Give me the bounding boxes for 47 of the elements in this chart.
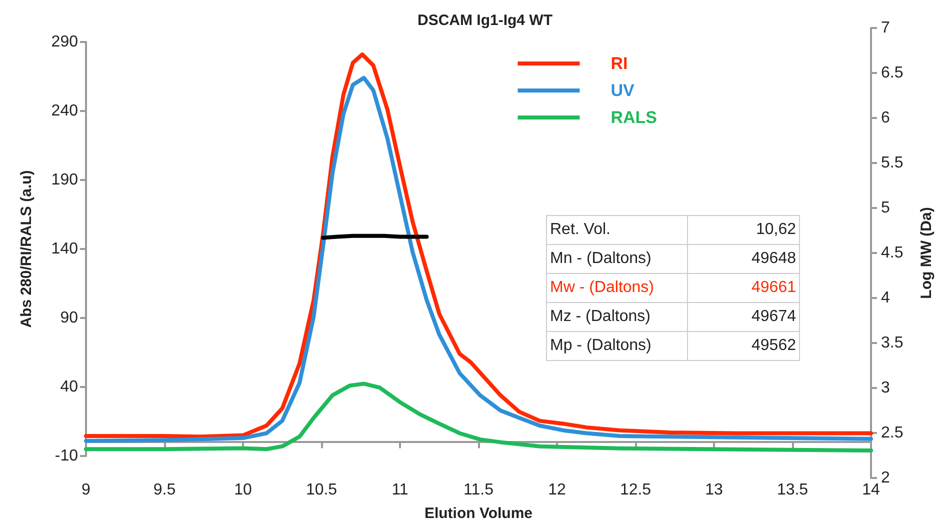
annotation: 49661 [688,274,800,302]
annotation: 49648 [688,244,800,274]
legend-label: RI [610,54,628,73]
y-axis-title: Abs 280/RI/RALS (a.u) [18,170,35,328]
y-tick-label: 240 [51,102,78,120]
line-series [84,382,873,452]
x-tick-label: 10 [234,482,252,498]
y2-tick-label: 4 [881,290,890,306]
annotation: Ret. Vol. [546,216,688,244]
y-tick-label: 190 [51,172,78,188]
annotation: 49562 [688,332,800,360]
chart-title: DSCAM Ig1-Ig4 WT [418,12,552,29]
x-tick-label: 13 [705,482,723,498]
y2-tick-label: 5.5 [881,154,904,172]
y-tick-label: 290 [51,34,78,50]
x-tick-label: 9.5 [153,482,176,498]
y2-tick-label: 2 [881,470,890,486]
y2-tick-label: 6.5 [881,64,904,82]
legend-label: RALS [610,108,658,127]
y-tick-label: 140 [51,240,78,258]
x-tick-label: 12 [548,482,566,498]
annotation: Mw - (Daltons) [546,274,688,302]
x-axis-title: Elution Volume [424,505,533,522]
x-tick-label: 9 [82,482,91,498]
y-tick-label: 40 [60,378,78,396]
y2-tick-label: 4.5 [881,244,904,262]
annotation: 10,62 [688,216,800,244]
x-tick-label: 12.5 [620,482,652,498]
y2-tick-label: 3 [881,380,890,396]
x-tick-label: 13.5 [776,482,808,498]
legend-label: UV [610,81,635,100]
annotation: Mp - (Daltons) [546,332,688,360]
annotation: Mz - (Daltons) [546,302,688,332]
x-tick-label: 11.5 [464,482,494,498]
y2-tick-label: 3.5 [881,334,904,352]
y2-tick-label: 5 [881,200,890,216]
x-tick-label: 14 [862,482,880,498]
y-tick-label: 90 [60,310,78,326]
y2-axis-title: Log MW (Da) [918,207,935,299]
annotation: Mn - (Daltons) [546,244,688,274]
y2-tick-label: 6 [881,110,890,126]
y-tick-label: -10 [54,448,78,464]
x-tick-label: 10.5 [306,482,338,498]
annotation: 49674 [688,302,800,332]
y2-tick-label: 7 [881,20,890,36]
y2-tick-label: 2.5 [881,424,904,442]
x-tick-label: 11 [392,482,408,498]
